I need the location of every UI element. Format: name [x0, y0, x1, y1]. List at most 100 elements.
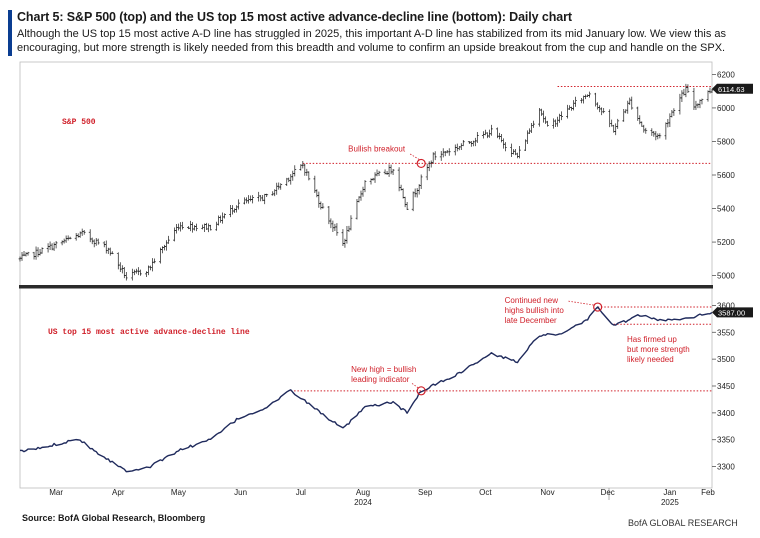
- x-month-label: Apr: [112, 488, 125, 497]
- spx-ohlc-bar: [556, 116, 559, 127]
- ad-firmed-up-annotation: likely needed: [627, 355, 674, 364]
- spx-ohlc-bar: [415, 188, 419, 198]
- ad-firmed-up-annotation: but more strength: [627, 345, 690, 354]
- x-year-label: 2025: [661, 498, 679, 507]
- spx-ohlc-bar: [82, 229, 86, 235]
- spx-ohlc-bar: [389, 164, 393, 175]
- spx-ohlc-bar: [566, 104, 569, 119]
- spx-ohlc-bar: [345, 225, 349, 244]
- ad-y-tick-label: 3350: [717, 436, 735, 445]
- spx-ohlc-bar: [574, 96, 578, 107]
- spx-ohlc-bar: [291, 170, 295, 181]
- spx-ohlc-bar: [439, 151, 443, 161]
- spx-ohlc-bar: [642, 124, 646, 133]
- x-year-label: 2024: [354, 498, 372, 507]
- x-month-label: Nov: [540, 488, 554, 497]
- spx-ohlc-bar: [165, 240, 168, 251]
- spx-ohlc-bar: [696, 103, 700, 109]
- spx-ohlc-bar: [335, 223, 339, 236]
- spx-bars: [18, 83, 714, 281]
- spx-ohlc-bar: [441, 148, 445, 158]
- spx-ohlc-bar: [622, 109, 626, 122]
- spx-ohlc-bar: [64, 235, 68, 243]
- spx-ohlc-bar: [150, 258, 154, 272]
- spx-ohlc-bar: [526, 130, 529, 145]
- spx-ohlc-bar: [668, 113, 672, 127]
- spx-ohlc-bar: [391, 169, 395, 175]
- spx-ohlc-bar: [207, 223, 210, 233]
- x-month-label: Jan: [663, 488, 676, 497]
- spx-ohlc-bar: [700, 98, 704, 105]
- spx-ohlc-bar: [471, 140, 475, 147]
- spx-ohlc-bar: [193, 225, 196, 231]
- spx-ohlc-bar: [461, 139, 465, 147]
- spx-ohlc-bar: [177, 223, 180, 231]
- spx-ohlc-bar: [554, 119, 557, 127]
- spx-ohlc-bar: [78, 231, 82, 238]
- spx-ohlc-bar: [175, 224, 178, 234]
- spx-ohlc-bar: [88, 229, 92, 243]
- spx-ohlc-bar: [265, 193, 269, 198]
- spx-ohlc-bar: [289, 174, 293, 185]
- spx-ohlc-bar: [596, 102, 600, 110]
- spx-ohlc-bar: [469, 141, 473, 147]
- spx-ohlc-bar: [530, 122, 533, 133]
- spx-ohlc-bar: [694, 100, 698, 110]
- spx-ohlc-bar: [403, 196, 407, 208]
- spx-ohlc-bar: [680, 90, 684, 103]
- spx-ohlc-bar: [237, 199, 241, 210]
- spx-y-tick-label: 5800: [717, 137, 735, 146]
- spx-ohlc-bar: [359, 190, 363, 201]
- spx-ohlc-bar: [179, 222, 182, 232]
- spx-ohlc-bar: [684, 83, 688, 98]
- spx-ohlc-bar: [453, 144, 457, 156]
- ad-y-tick-label: 3600: [717, 301, 735, 310]
- spx-ohlc-bar: [544, 116, 547, 124]
- spx-ohlc-bar: [92, 239, 96, 248]
- spx-ohlc-bar: [373, 172, 377, 183]
- spx-ohlc-bar: [349, 215, 353, 231]
- spx-ohlc-bar: [706, 90, 710, 102]
- spx-ohlc-bar: [229, 205, 233, 218]
- spx-ohlc-bar: [361, 186, 365, 197]
- spx-ohlc-bar: [209, 224, 212, 231]
- spx-ohlc-bar: [425, 163, 429, 181]
- spx-ohlc-bar: [221, 212, 224, 224]
- spx-ohlc-bar: [363, 180, 367, 193]
- spx-panel: 5000 5200 5400 5600 5800 6000 6200 S&P 500 Bulli…: [18, 70, 753, 281]
- spx-y-tick-label: 6200: [717, 70, 735, 79]
- spx-ohlc-bar: [608, 109, 612, 128]
- spx-ohlc-bar: [319, 201, 323, 210]
- spx-ohlc-bar: [413, 188, 417, 198]
- ad-continued-high-annotation: late December: [505, 316, 557, 325]
- spx-ohlc-bar: [20, 251, 24, 261]
- spx-ohlc-bar: [638, 115, 642, 125]
- spx-ohlc-bar: [36, 247, 40, 258]
- spx-ohlc-bar: [572, 100, 575, 111]
- spx-ohlc-bar: [580, 97, 584, 104]
- spx-ohlc-bar: [235, 205, 239, 213]
- spx-ohlc-bar: [189, 220, 192, 232]
- ad-last-value: 3587.00: [718, 308, 745, 317]
- spx-ohlc-bar: [411, 191, 415, 212]
- spx-ohlc-bar: [307, 171, 311, 181]
- ad-new-high-annotation: leading indicator: [351, 375, 410, 384]
- spx-ohlc-bar: [504, 142, 507, 152]
- spx-ohlc-bar: [473, 137, 477, 147]
- spx-ohlc-bar: [600, 107, 604, 116]
- spx-ohlc-bar: [122, 267, 126, 279]
- spx-ohlc-bar: [173, 227, 176, 242]
- spx-ohlc-bar: [74, 233, 78, 241]
- spx-ohlc-bar: [427, 161, 431, 172]
- spx-ohlc-bar: [518, 146, 521, 159]
- spx-ohlc-bar: [489, 124, 493, 136]
- spx-ohlc-bar: [18, 256, 22, 262]
- spx-ohlc-bar: [130, 268, 134, 281]
- spx-ohlc-bar: [377, 170, 381, 177]
- spx-ohlc-bar: [273, 189, 277, 197]
- spx-ohlc-bar: [80, 228, 84, 236]
- title-accent-bar: [8, 10, 12, 56]
- spx-ohlc-bar: [287, 177, 291, 183]
- spx-ohlc-bar: [138, 269, 142, 276]
- ad-y-tick-label: 3400: [717, 409, 735, 418]
